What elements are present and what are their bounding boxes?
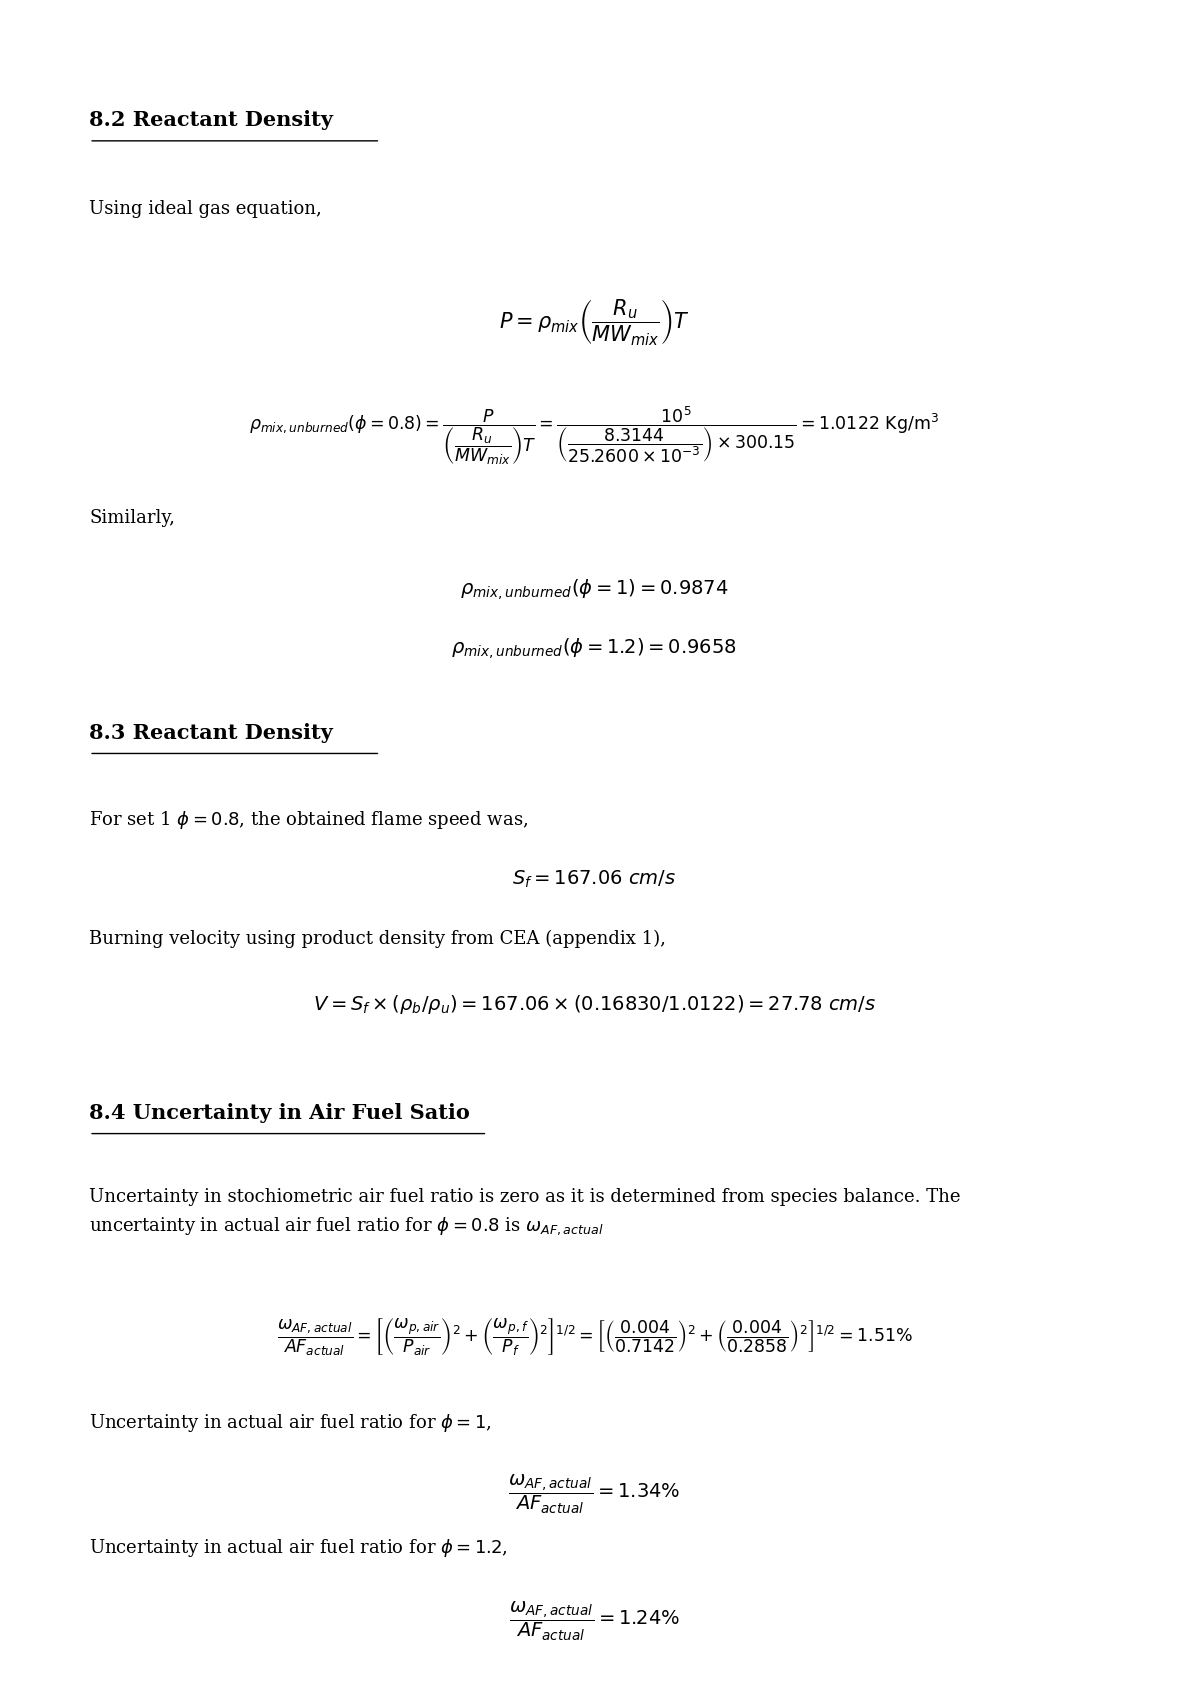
Text: Using ideal gas equation,: Using ideal gas equation, [89,200,322,219]
Text: $\dfrac{\omega_{AF,actual}}{AF_{actual}} = 1.24\%$: $\dfrac{\omega_{AF,actual}}{AF_{actual}}… [509,1600,680,1643]
Text: $\rho_{mix,unburned}(\phi = 0.8) = \dfrac{P}{\left(\dfrac{R_u}{MW_{mix}}\right)T: $\rho_{mix,unburned}(\phi = 0.8) = \dfra… [250,404,940,467]
Text: Similarly,: Similarly, [89,509,175,528]
Text: $\rho_{mix,unburned}(\phi = 1.2) = 0.9658$: $\rho_{mix,unburned}(\phi = 1.2) = 0.965… [451,636,737,662]
Text: $S_f = 167.06 \ cm/s$: $S_f = 167.06 \ cm/s$ [512,869,677,891]
Text: $\dfrac{\omega_{AF,actual}}{AF_{actual}} = \left[\left(\dfrac{\omega_{p,air}}{P_: $\dfrac{\omega_{AF,actual}}{AF_{actual}}… [276,1317,912,1358]
Text: $P = \rho_{mix} \left( \dfrac{R_u}{MW_{mix}} \right) T$: $P = \rho_{mix} \left( \dfrac{R_u}{MW_{m… [499,297,690,346]
Text: 8.3 Reactant Density: 8.3 Reactant Density [89,723,332,743]
Text: Burning velocity using product density from CEA (appendix 1),: Burning velocity using product density f… [89,930,666,949]
Text: $\rho_{mix,unburned}(\phi = 1) = 0.9874$: $\rho_{mix,unburned}(\phi = 1) = 0.9874$ [460,577,728,602]
Text: Uncertainty in stochiometric air fuel ratio is zero as it is determined from spe: Uncertainty in stochiometric air fuel ra… [89,1188,961,1237]
Text: 8.2 Reactant Density: 8.2 Reactant Density [89,110,334,131]
Text: Uncertainty in actual air fuel ratio for $\phi = 1.2$,: Uncertainty in actual air fuel ratio for… [89,1537,508,1560]
Text: 8.4 Uncertainty in Air Fuel Satio: 8.4 Uncertainty in Air Fuel Satio [89,1103,470,1123]
Text: $\dfrac{\omega_{AF,actual}}{AF_{actual}} = 1.34\%$: $\dfrac{\omega_{AF,actual}}{AF_{actual}}… [508,1473,680,1515]
Text: $V = S_f \times (\rho_b/\rho_u) = 167.06 \times (0.16830/1.0122) = 27.78 \ cm/s$: $V = S_f \times (\rho_b/\rho_u) = 167.06… [313,993,876,1017]
Text: For set 1 $\phi = 0.8$, the obtained flame speed was,: For set 1 $\phi = 0.8$, the obtained fla… [89,809,528,832]
Text: Uncertainty in actual air fuel ratio for $\phi = 1$,: Uncertainty in actual air fuel ratio for… [89,1412,492,1434]
